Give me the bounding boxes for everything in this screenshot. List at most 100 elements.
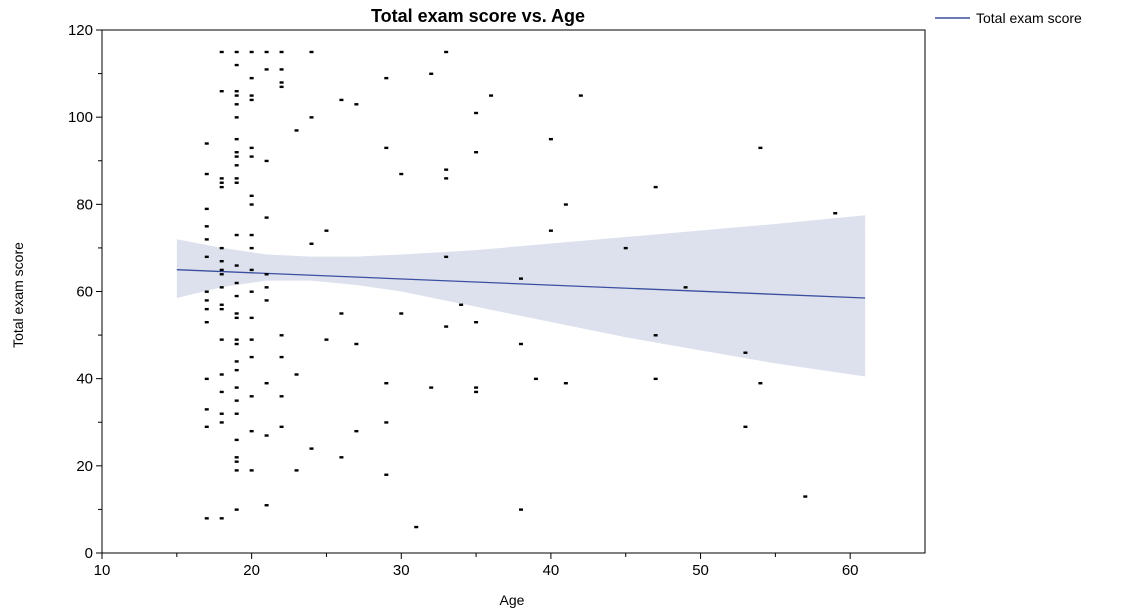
data-point	[264, 68, 269, 71]
data-point	[743, 425, 748, 429]
data-point	[294, 469, 299, 472]
points-layer	[204, 50, 838, 529]
data-point	[219, 90, 224, 93]
data-point	[264, 299, 269, 302]
data-point	[548, 229, 553, 232]
data-point	[264, 504, 269, 507]
data-point	[279, 85, 284, 89]
data-point	[474, 386, 479, 389]
data-point	[279, 81, 284, 84]
data-point	[249, 316, 254, 320]
y-tick-label: 0	[85, 545, 93, 562]
data-point	[249, 355, 254, 359]
data-point	[219, 421, 224, 424]
data-point	[518, 342, 523, 346]
data-point	[354, 103, 359, 106]
data-point	[474, 151, 479, 154]
data-point	[264, 273, 269, 276]
data-point	[234, 386, 239, 389]
data-point	[444, 325, 449, 328]
data-point	[204, 238, 209, 241]
data-point	[399, 312, 404, 315]
y-tick-label: 80	[76, 196, 93, 213]
data-point	[234, 177, 239, 180]
data-point	[294, 373, 299, 376]
y-tick-label: 100	[68, 109, 93, 126]
data-point	[234, 155, 239, 158]
x-tick-label: 50	[692, 562, 709, 579]
data-point	[279, 425, 284, 429]
data-point	[204, 425, 209, 429]
data-point	[309, 447, 314, 450]
fit-line	[176, 269, 866, 299]
data-point	[429, 386, 434, 389]
data-point	[249, 146, 254, 150]
legend-label: Total exam score	[976, 10, 1082, 26]
data-point	[204, 377, 209, 381]
data-point	[444, 177, 449, 180]
data-point	[249, 469, 254, 472]
confidence-band-layer	[176, 215, 866, 377]
data-point	[249, 94, 254, 97]
data-point	[234, 316, 239, 320]
x-tick-label: 60	[842, 562, 859, 579]
data-point	[474, 111, 479, 115]
data-point	[234, 294, 239, 298]
data-point	[249, 233, 254, 237]
data-point	[384, 421, 389, 424]
data-point	[459, 303, 464, 306]
data-point	[309, 50, 314, 54]
data-point	[803, 495, 808, 498]
data-point	[234, 456, 239, 459]
x-tick-label: 40	[543, 562, 560, 579]
data-point	[249, 194, 254, 198]
data-point	[234, 137, 239, 141]
data-point	[309, 116, 314, 119]
y-axis: 0 20 40 60 80 100 120	[68, 22, 102, 562]
data-point	[279, 50, 284, 54]
data-point	[339, 456, 344, 459]
data-point	[279, 355, 284, 359]
data-point	[219, 181, 224, 184]
data-point	[219, 177, 224, 180]
chart-title: Total exam score vs. Age	[371, 6, 585, 26]
data-point	[623, 246, 628, 250]
data-point	[249, 98, 254, 102]
data-point	[384, 473, 389, 476]
data-point	[384, 146, 389, 150]
data-point	[204, 290, 209, 293]
data-point	[249, 395, 254, 398]
data-point	[429, 72, 434, 75]
data-point	[204, 408, 209, 411]
data-point	[309, 242, 314, 245]
data-point	[204, 299, 209, 302]
data-point	[758, 382, 763, 385]
data-point	[234, 438, 239, 442]
y-tick-label: 60	[76, 284, 93, 301]
data-point	[264, 159, 269, 163]
data-point	[249, 155, 254, 158]
data-point	[518, 508, 523, 511]
y-tick-label: 20	[76, 458, 93, 475]
data-point	[219, 286, 224, 289]
data-point	[234, 368, 239, 372]
data-point	[204, 225, 209, 228]
data-point	[249, 246, 254, 250]
data-point	[489, 94, 494, 97]
y-axis-label: Total exam score	[10, 242, 26, 348]
data-point	[294, 129, 299, 132]
data-point	[219, 273, 224, 276]
data-point	[204, 207, 209, 211]
data-point	[249, 429, 254, 433]
data-point	[234, 63, 239, 67]
data-point	[204, 517, 209, 520]
data-point	[234, 508, 239, 511]
data-point	[833, 212, 838, 215]
x-tick-label: 10	[94, 562, 111, 579]
data-point	[474, 321, 479, 324]
data-point	[264, 286, 269, 289]
data-point	[234, 399, 239, 402]
data-point	[234, 338, 239, 341]
data-point	[264, 434, 269, 437]
data-point	[518, 277, 523, 280]
